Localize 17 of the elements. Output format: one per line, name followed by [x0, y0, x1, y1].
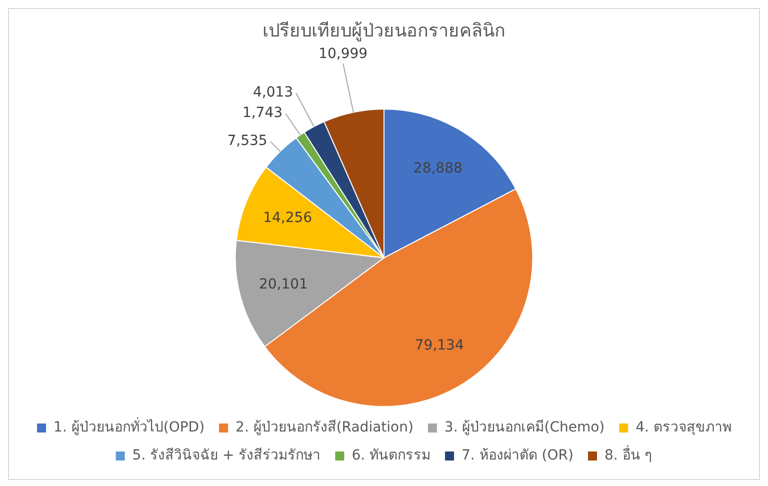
- legend-label: 7. ห้องผ่าตัด (OR): [462, 448, 574, 464]
- legend-label: 1. ผู้ป่วยนอกทั่วไป(OPD): [54, 418, 205, 436]
- data-label: 79,134: [414, 338, 464, 354]
- data-label: 14,256: [263, 210, 312, 226]
- chart-title: เปรียบเทียบผู้ป่วยนอกรายคลินิก: [262, 20, 506, 42]
- data-label: 28,888: [413, 160, 462, 176]
- data-label: 7,535: [227, 133, 268, 150]
- data-label: 4,013: [252, 84, 294, 101]
- legend-label: 2. ผู้ป่วยนอกรังสี(Radiation): [236, 420, 414, 436]
- legend-label: 5. รังสีวินิจฉัย + รังสีร่วมรักษา: [132, 448, 321, 464]
- legend-label: 4. ตรวจสุขภาพ: [636, 420, 732, 436]
- legend-label: 6. ทันตกรรม: [352, 448, 431, 464]
- legend-label: 8. อื่น ๆ: [604, 446, 653, 464]
- data-label: 20,101: [258, 276, 308, 292]
- data-label: 10,999: [318, 46, 368, 62]
- legend-label: 3. ผู้ป่วยนอกเคมี(Chemo): [444, 420, 605, 436]
- data-label: 1,743: [242, 105, 283, 122]
